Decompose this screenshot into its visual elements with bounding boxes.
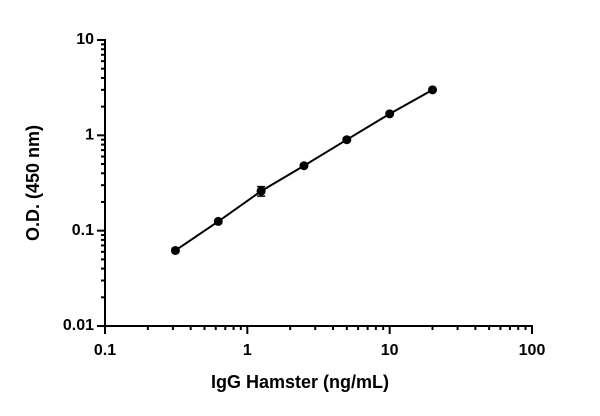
data-point [385,109,395,119]
y-tick-label: 0.1 [72,222,94,239]
data-point [213,216,223,226]
x-axis-title: IgG Hamster (ng/mL) [211,372,389,392]
data-point [428,85,438,95]
y-tick-label: 10 [76,31,94,48]
y-tick-label: 0.01 [63,317,94,334]
x-tick-label: 100 [519,342,546,359]
data-point [256,186,266,196]
data-point [299,161,309,171]
x-tick-label: 1 [243,342,252,359]
y-tick-label: 1 [85,127,94,144]
x-tick-label: 0.1 [94,342,116,359]
data-point [170,245,180,255]
y-axis-title: O.D. (450 nm) [23,125,43,241]
data-point [342,135,352,145]
x-tick-label: 10 [381,342,399,359]
